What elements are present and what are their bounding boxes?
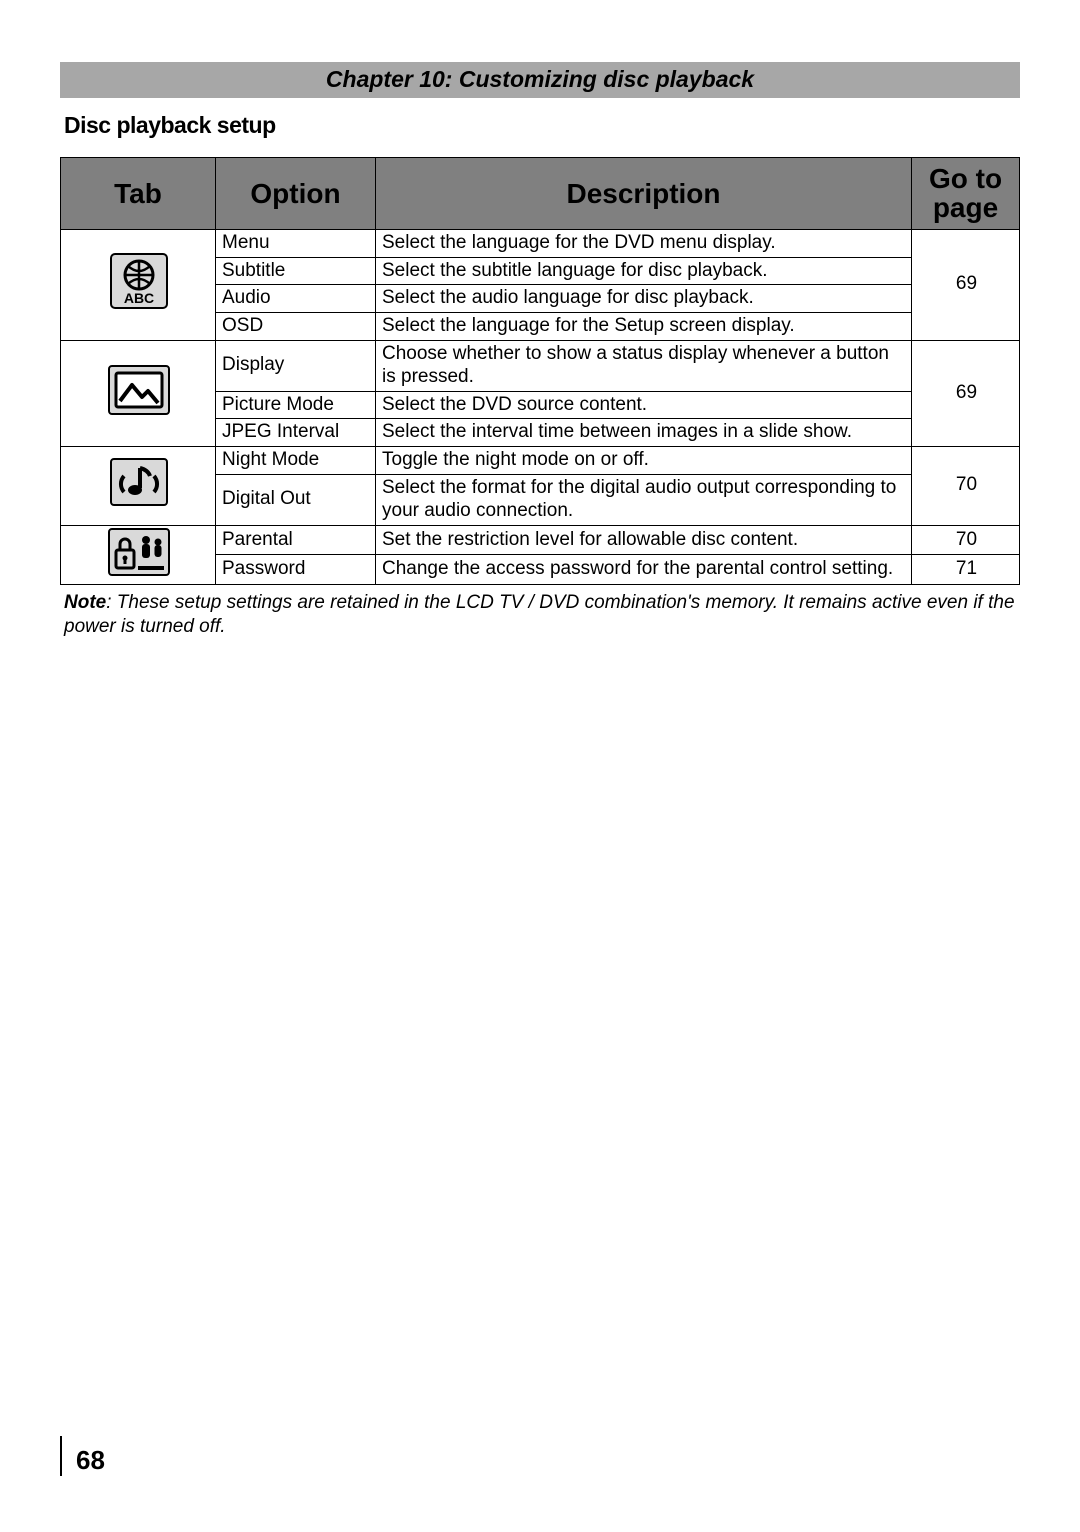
goto-page-cell: 71 [912,555,1020,585]
page-content: Chapter 10: Customizing disc playback Di… [0,0,1080,639]
description-cell: Choose whether to show a status display … [376,340,912,391]
description-cell: Select the language for the DVD menu dis… [376,229,912,257]
goto-page-cell: 70 [912,525,1020,555]
table-row: Display Choose whether to show a status … [61,340,1020,391]
col-description: Description [376,158,912,230]
goto-page-cell: 69 [912,340,1020,446]
option-cell: OSD [216,313,376,341]
col-goto: Go to page [912,158,1020,230]
col-tab: Tab [61,158,216,230]
table-row: Night Mode Toggle the night mode on or o… [61,447,1020,475]
description-cell: Change the access password for the paren… [376,555,912,585]
tab-icon-cell [61,340,216,446]
description-cell: Select the interval time between images … [376,419,912,447]
table-header-row: Tab Option Description Go to page [61,158,1020,230]
language-globe-icon: ABC [110,253,168,316]
svg-text:ABC: ABC [124,290,154,306]
note-body: : These setup settings are retained in t… [64,592,1015,637]
tab-icon-cell [61,447,216,525]
option-cell: Display [216,340,376,391]
description-cell: Set the restriction level for allowable … [376,525,912,555]
description-cell: Select the format for the digital audio … [376,474,912,525]
parental-lock-icon [108,528,170,583]
table-row: Parental Set the restriction level for a… [61,525,1020,555]
option-cell: Parental [216,525,376,555]
option-cell: Subtitle [216,257,376,285]
option-cell: JPEG Interval [216,419,376,447]
description-cell: Select the language for the Setup screen… [376,313,912,341]
option-cell: Menu [216,229,376,257]
tab-icon-cell: ABC [61,229,216,340]
goto-page-cell: 70 [912,447,1020,525]
description-cell: Select the DVD source content. [376,391,912,419]
option-cell: Picture Mode [216,391,376,419]
section-title: Disc playback setup [64,112,1020,139]
option-cell: Digital Out [216,474,376,525]
setup-table: Tab Option Description Go to page ABC [60,157,1020,585]
option-cell: Night Mode [216,447,376,475]
description-cell: Select the audio language for disc playb… [376,285,912,313]
table-row: ABC Menu Select the language for the DVD… [61,229,1020,257]
note-label: Note [64,592,106,613]
option-cell: Password [216,555,376,585]
picture-icon [108,365,170,422]
goto-page-cell: 69 [912,229,1020,340]
chapter-title-bar: Chapter 10: Customizing disc playback [60,62,1020,98]
description-cell: Select the subtitle language for disc pl… [376,257,912,285]
option-cell: Audio [216,285,376,313]
audio-note-icon [110,458,168,513]
note-text: Note: These setup settings are retained … [60,591,1020,639]
page-number: 68 [60,1436,105,1476]
col-option: Option [216,158,376,230]
description-cell: Toggle the night mode on or off. [376,447,912,475]
tab-icon-cell [61,525,216,585]
